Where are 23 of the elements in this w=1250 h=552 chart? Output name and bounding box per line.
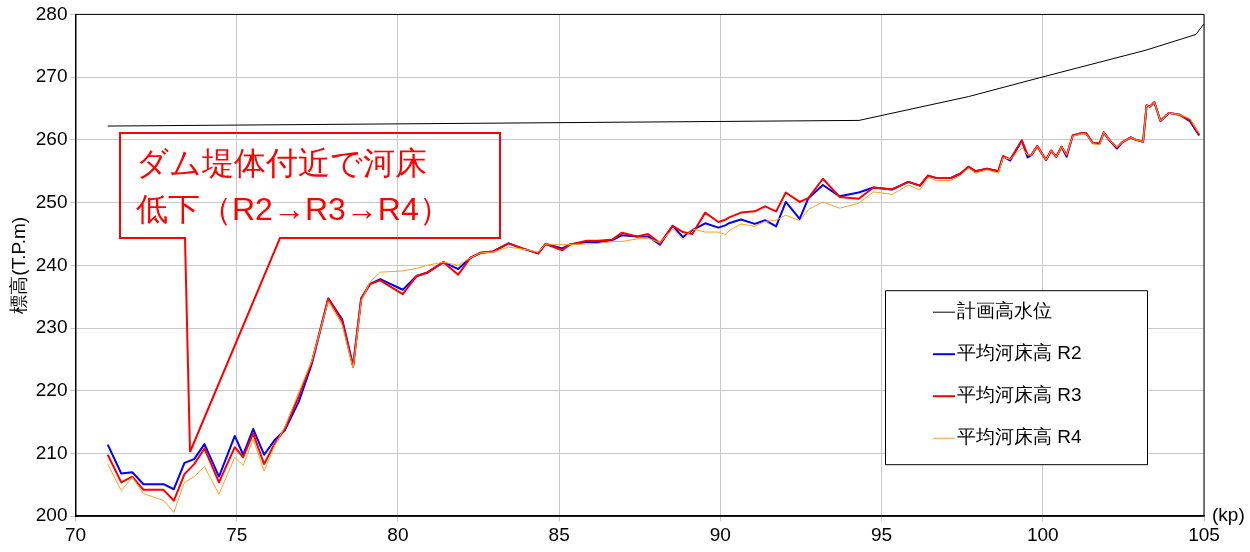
x-tick-label: 70 [64, 523, 87, 545]
y-tick-label: 210 [35, 441, 68, 463]
x-tick-label: 85 [548, 523, 570, 545]
legend-label: 計画高水位 [957, 300, 1052, 322]
y-tick-label: 260 [35, 128, 68, 150]
x-tick-label: 90 [709, 523, 731, 545]
legend-label: 平均河床高 R4 [957, 426, 1082, 448]
x-axis-title: (kp) [1212, 504, 1245, 526]
y-tick-label: 220 [35, 378, 68, 400]
y-tick-label: 240 [35, 253, 68, 275]
x-tick-label: 100 [1026, 523, 1059, 545]
y-tick-label: 230 [35, 316, 68, 338]
x-tick-label: 75 [226, 523, 248, 545]
legend-label: 平均河床高 R3 [957, 384, 1082, 406]
y-tick-label: 250 [35, 190, 68, 212]
y-axis-title: 標高(T.P.m) [7, 216, 29, 314]
y-tick-label: 270 [35, 65, 68, 87]
y-tick-label: 200 [35, 504, 68, 526]
legend-label: 平均河床高 R2 [957, 342, 1082, 364]
y-tick-label: 280 [35, 2, 68, 24]
x-tick-label: 95 [871, 523, 893, 545]
annotation: ダム堤体付近で河床低下（R2→R3→R4） [136, 144, 452, 229]
x-tick-label: 80 [387, 523, 409, 545]
